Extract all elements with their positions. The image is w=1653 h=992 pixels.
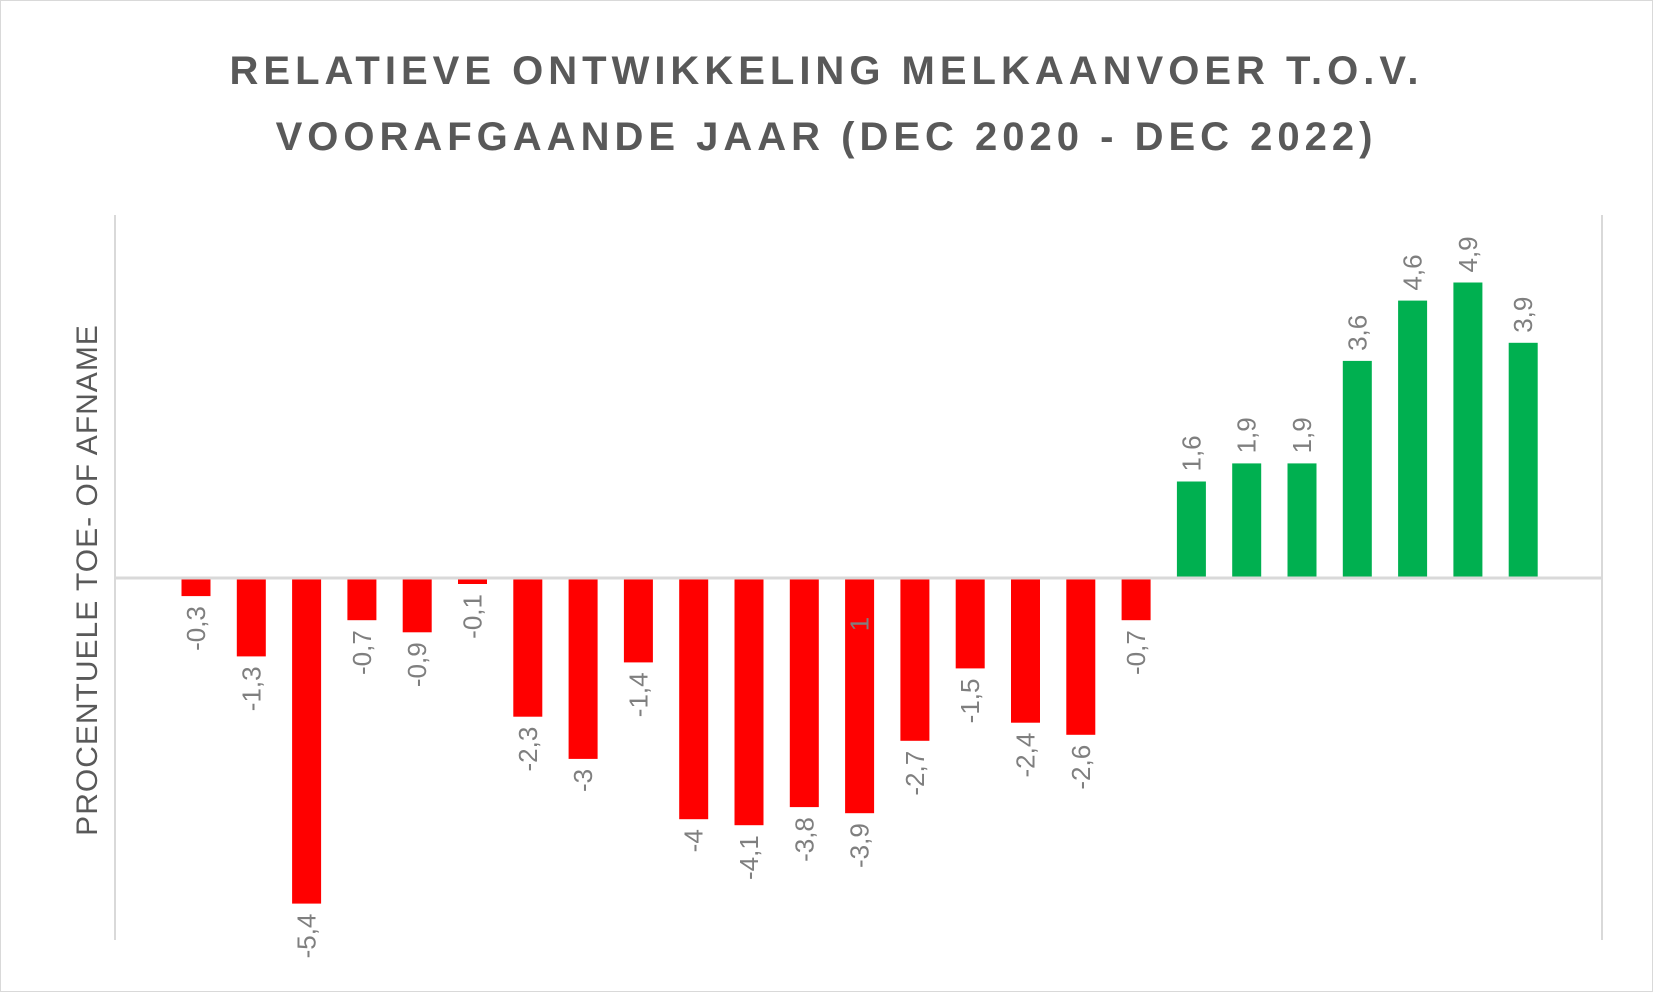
data-label-4: -0,7 <box>347 630 377 675</box>
bar-3 <box>292 578 322 904</box>
bar-16 <box>1011 578 1040 723</box>
bar-8 <box>568 578 598 759</box>
bar-15 <box>955 578 985 669</box>
data-label-21: 1,9 <box>1287 417 1317 453</box>
bar-6 <box>458 578 487 584</box>
data-label-5: -0,9 <box>402 642 432 687</box>
data-label-11: -4,1 <box>734 835 764 880</box>
bar-19 <box>1176 481 1206 578</box>
bars-group <box>181 282 1538 904</box>
data-label-7: -2,3 <box>513 727 543 772</box>
bar-12 <box>789 578 819 808</box>
bar-25 <box>1508 342 1538 578</box>
data-label-25: 3,9 <box>1508 297 1538 333</box>
data-label-14: -2,7 <box>900 751 930 796</box>
chart-title: RELATIEVE ONTWIKKELING MELKAANVOER T.O.V… <box>0 38 1653 170</box>
bar-9 <box>623 578 653 663</box>
data-label-23: 4,6 <box>1398 254 1428 290</box>
data-label-6: -0,1 <box>458 594 488 639</box>
bar-5 <box>402 578 432 633</box>
data-label-8: -3 <box>568 769 598 792</box>
bar-17 <box>1066 578 1096 735</box>
data-label-17: -2,6 <box>1066 745 1096 790</box>
bar-24 <box>1453 282 1483 578</box>
bar-20 <box>1232 463 1262 578</box>
data-label-19: 1,6 <box>1176 435 1206 471</box>
bar-2 <box>236 578 266 657</box>
data-label-22: 3,6 <box>1342 315 1372 351</box>
data-label-20: 1,9 <box>1232 417 1262 453</box>
bar-10 <box>679 578 709 820</box>
bar-11 <box>734 578 764 826</box>
bar-14 <box>900 578 930 741</box>
stray-label: 1 <box>845 617 875 631</box>
data-label-2: -1,3 <box>236 666 266 711</box>
bar-18 <box>1121 578 1151 621</box>
data-label-12: -3,8 <box>789 817 819 862</box>
data-label-9: -1,4 <box>623 672 653 717</box>
data-label-24: 4,9 <box>1453 236 1483 272</box>
data-label-16: -2,4 <box>1011 733 1041 778</box>
chart-title-line-1: RELATIEVE ONTWIKKELING MELKAANVOER T.O.V… <box>229 49 1424 93</box>
data-label-1: -0,3 <box>181 606 211 651</box>
bar-22 <box>1342 360 1372 578</box>
bar-1 <box>181 578 211 597</box>
data-label-3: -5,4 <box>292 914 322 959</box>
chart-title-line-2: VOORAFGAANDE JAAR (DEC 2020 - DEC 2022) <box>275 115 1378 159</box>
data-label-15: -1,5 <box>955 679 985 724</box>
bar-21 <box>1287 463 1317 578</box>
bar-23 <box>1398 300 1428 578</box>
data-label-13: -3,9 <box>845 823 875 868</box>
bar-13 <box>845 578 875 814</box>
data-label-10: -4 <box>679 829 709 852</box>
bar-4 <box>347 578 377 621</box>
data-labels-group: -0,3 -1,3 -5,4 -0,7 -0,9 -0,1 -2,3 -3 -1,4 -4 -4,1… <box>181 236 1538 958</box>
bar-7 <box>513 578 543 717</box>
data-label-18: -0,7 <box>1121 630 1151 675</box>
